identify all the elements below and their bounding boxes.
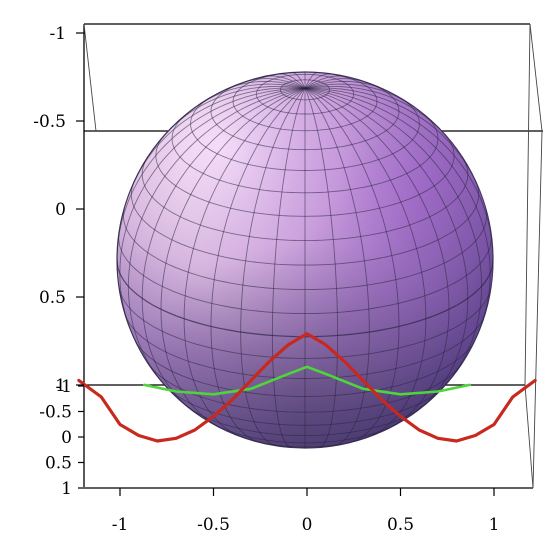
frame-edge-right-front — [532, 130, 543, 489]
y-axis-tick-label: -1 — [49, 24, 66, 44]
sphere-longitude-line — [161, 85, 306, 139]
sphere-longitude-line — [304, 75, 348, 89]
sphere-longitude-line — [304, 87, 400, 444]
sphere-grid — [117, 72, 493, 448]
sphere-longitude-line — [304, 87, 469, 416]
frame-edge-right-top — [529, 23, 543, 132]
green-curve — [143, 365, 471, 396]
sphere-longitude-line — [304, 80, 390, 93]
front-axis-tick-label: -0.5 — [39, 403, 72, 423]
x-axis-tick-label: -1 — [112, 515, 129, 535]
sphere-latitude-line — [190, 96, 420, 171]
sphere-latitude-line — [165, 385, 445, 426]
y-axis-tick-label: 0.5 — [39, 288, 66, 308]
sphere-latitude-line — [186, 405, 424, 437]
x-axis-tick-label: 0.5 — [387, 515, 414, 535]
sphere-longitude-line — [304, 87, 491, 339]
sphere-latitude-line — [134, 340, 476, 397]
sphere-longitude-line — [304, 87, 493, 267]
curves — [77, 332, 537, 443]
sphere-longitude-line — [127, 87, 306, 388]
sphere-latitude-line — [147, 362, 463, 413]
sphere-longitude-line — [304, 87, 480, 189]
sphere-longitude-line — [304, 88, 370, 447]
front-axis-tick-label: -1 — [55, 377, 72, 397]
sphere-longitude-line — [183, 87, 306, 439]
x-axis-tick-label: 1 — [489, 515, 500, 535]
sphere-longitude-line — [278, 73, 306, 89]
sphere-longitude-line — [304, 88, 339, 448]
red-curve — [77, 332, 537, 443]
y-axis-tick-label: 0 — [55, 200, 66, 220]
sphere-latitude-line — [118, 286, 492, 359]
sphere-longitude-line — [240, 88, 306, 447]
sphere-longitude-line — [291, 72, 306, 89]
sphere-latitude-line — [155, 133, 455, 217]
sphere-longitude-line — [194, 83, 306, 109]
sphere-longitude-line — [241, 78, 306, 89]
frame-edge-right-bottom — [524, 384, 534, 489]
sphere-longitude-line — [304, 83, 416, 109]
sphere-latitude-line — [141, 156, 469, 242]
sphere-longitude-line — [119, 87, 306, 339]
sphere-longitude-line — [304, 73, 332, 89]
sphere-longitude-line — [304, 87, 483, 388]
sphere-longitude-line — [130, 87, 306, 189]
axis-ticks: -1 -0.5 0 0.5 1-1-0.500.51-1-0.500.51 — [33, 24, 499, 535]
sphere-longitude-line — [304, 78, 369, 89]
x-axis-tick-label: -0.5 — [197, 515, 230, 535]
x-axis-tick-label: 0 — [302, 515, 313, 535]
sphere-longitude-line — [271, 88, 306, 448]
sphere-latitude-line — [130, 179, 480, 266]
sphere-longitude-line — [210, 87, 306, 444]
frame-edge-left-top — [83, 23, 97, 132]
sphere-longitude-line — [141, 87, 306, 416]
sphere-longitude-line — [304, 72, 319, 89]
front-axis-tick-label: 1 — [61, 479, 72, 499]
sphere-longitude-line — [220, 80, 306, 93]
sphere-surface — [116, 71, 494, 449]
y-axis-tick-label: -0.5 — [33, 112, 66, 132]
front-axis-tick-label: 0 — [61, 428, 72, 448]
sphere-longitude-line — [262, 75, 306, 89]
frame-edge-right-back — [524, 23, 531, 386]
y-axis-tick-label: 1 — [55, 376, 66, 396]
sphere-latitude-line — [171, 113, 439, 194]
sphere-latitude-line — [118, 233, 492, 315]
sphere-longitude-line — [304, 87, 427, 439]
front-axis-tick-label: 0.5 — [45, 454, 72, 474]
sphere-longitude-line — [117, 87, 306, 267]
sphere-latitude-line — [117, 259, 493, 338]
sphere-longitude-line — [304, 85, 449, 139]
